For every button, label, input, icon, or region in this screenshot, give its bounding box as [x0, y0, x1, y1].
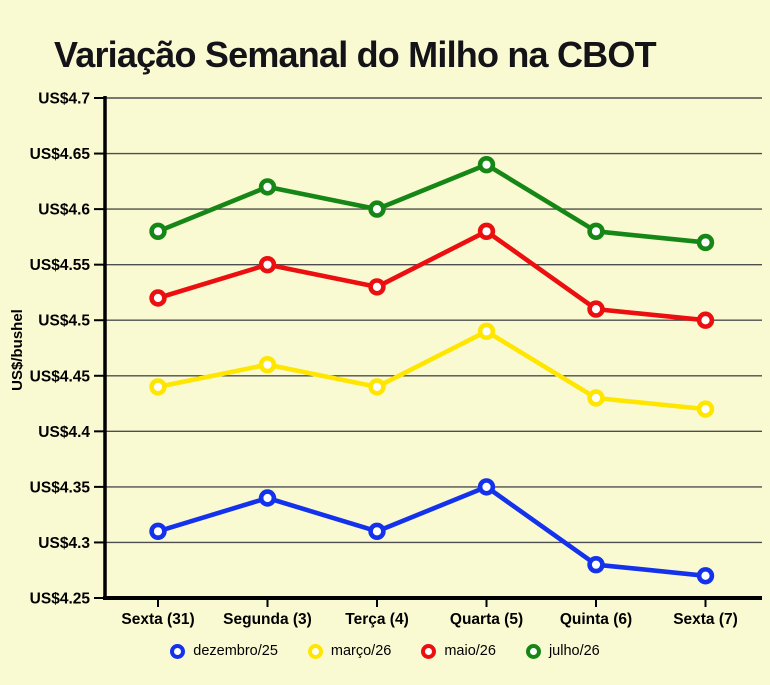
legend-label: julho/26	[548, 643, 600, 659]
y-tick-label: US$4.3	[38, 535, 90, 552]
data-point-dezembro-25	[587, 555, 605, 574]
legend-item: maio/26	[421, 643, 496, 659]
y-tick-label: US$4.45	[30, 368, 91, 385]
data-point-maio-26	[368, 278, 386, 296]
data-point-dezembro-25	[149, 522, 167, 541]
chart-legend: dezembro/25 março/26 maio/26 julho/26	[0, 643, 770, 659]
data-point-marco-26	[477, 322, 496, 341]
series-line-marco-26	[155, 329, 708, 412]
data-point-julho-26	[477, 155, 496, 174]
y-tick-label: US$4.4	[38, 424, 90, 441]
data-point-julho-26	[587, 222, 605, 241]
y-axis-title: US$/bushel	[9, 309, 26, 391]
legend-label: dezembro/25	[193, 643, 278, 659]
data-point-dezembro-25	[368, 522, 386, 541]
data-point-marco-26	[149, 378, 167, 396]
x-tick-label: Segunda (3)	[223, 611, 312, 628]
y-tick-label: US$4.65	[30, 146, 91, 163]
legend-label: março/26	[330, 643, 392, 659]
series-line-maio-26	[155, 229, 708, 323]
data-point-julho-26	[258, 178, 277, 196]
y-tick-label: US$4.5	[38, 313, 90, 330]
legend-item: dezembro/25	[170, 643, 278, 659]
data-point-maio-26	[258, 255, 277, 274]
data-point-marco-26	[368, 378, 386, 396]
legend-marker-icon	[421, 643, 437, 659]
data-point-marco-26	[258, 355, 277, 374]
data-point-maio-26	[149, 289, 167, 307]
legend-marker-icon	[170, 643, 186, 659]
legend-item: julho/26	[525, 643, 600, 659]
legend-marker-icon	[525, 643, 541, 659]
x-tick-label: Sexta (7)	[673, 611, 738, 628]
x-tick-label: Quarta (5)	[450, 611, 523, 628]
page-title: Variação Semanal do Milho na CBOT	[54, 34, 657, 76]
data-point-dezembro-25	[696, 567, 715, 585]
series-line-dezembro-25	[155, 484, 708, 579]
legend-label: maio/26	[444, 643, 496, 659]
y-tick-label: US$4.6	[38, 202, 90, 219]
y-tick-label: US$4.55	[30, 257, 91, 274]
data-point-marco-26	[587, 389, 605, 407]
legend-marker-icon	[307, 643, 323, 659]
x-tick-label: Quinta (6)	[560, 611, 632, 628]
x-tick-label: Sexta (31)	[121, 611, 194, 628]
data-point-dezembro-25	[258, 489, 277, 507]
series-line-julho-26	[155, 162, 708, 245]
data-point-maio-26	[477, 222, 496, 241]
y-tick-label: US$4.25	[30, 591, 91, 608]
y-tick-label: US$4.35	[30, 479, 91, 496]
data-point-marco-26	[696, 400, 715, 418]
y-tick-label: US$4.7	[38, 91, 90, 108]
data-point-julho-26	[368, 200, 386, 218]
x-tick-label: Terça (4)	[345, 611, 408, 628]
data-point-julho-26	[149, 222, 167, 241]
legend-item: março/26	[307, 643, 392, 659]
data-point-maio-26	[696, 311, 715, 329]
data-point-julho-26	[696, 233, 715, 252]
data-point-dezembro-25	[477, 478, 496, 496]
data-point-maio-26	[587, 300, 605, 318]
